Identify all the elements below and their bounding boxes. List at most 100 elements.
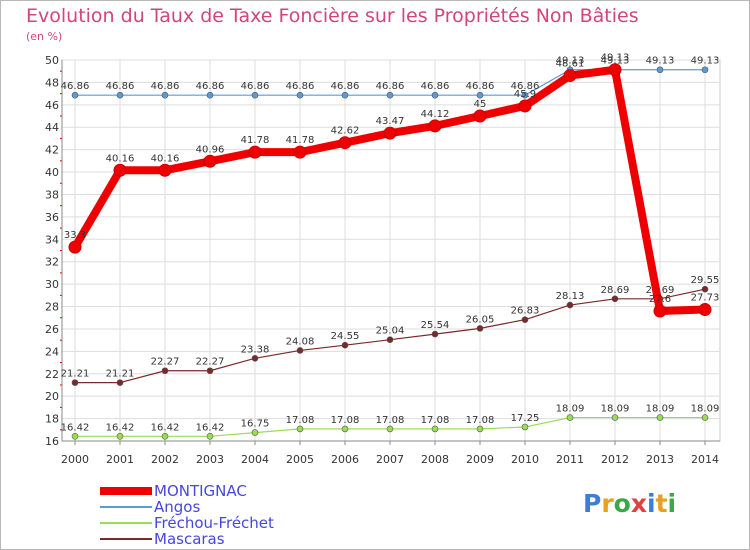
data-label-montignac: 43.47	[376, 116, 405, 127]
y-tick-label: 24	[45, 345, 59, 358]
data-label-angos: 46.86	[241, 81, 270, 92]
x-tick-label: 2004	[241, 453, 269, 466]
data-point-frechou-frechet	[431, 425, 439, 433]
data-label-frechou-frechet: 17.08	[286, 415, 315, 426]
data-label-frechou-frechet: 16.75	[241, 419, 270, 430]
data-point-montignac	[608, 63, 622, 77]
data-label-mascaras: 22.27	[196, 357, 225, 368]
data-label-frechou-frechet: 18.09	[601, 404, 630, 415]
y-tick-label: 42	[45, 144, 59, 157]
data-point-mascaras	[701, 285, 709, 293]
data-label-angos: 46.86	[421, 81, 450, 92]
y-tick-label: 18	[45, 413, 59, 426]
data-label-mascaras: 25.04	[376, 326, 405, 337]
data-label-angos: 49.13	[556, 56, 585, 67]
data-point-frechou-frechet	[656, 414, 664, 421]
data-label-angos: 46.86	[151, 81, 180, 92]
data-label-angos: 46.86	[376, 81, 405, 92]
data-label-montignac: 49.13	[601, 53, 630, 64]
proxiti-logo: Proxiti	[583, 489, 676, 518]
data-point-angos	[116, 91, 124, 99]
plot-area	[61, 59, 721, 442]
data-label-frechou-frechet: 16.42	[151, 422, 180, 433]
data-label-montignac: 42.62	[331, 126, 360, 137]
x-tick-label: 2009	[466, 453, 494, 466]
data-label-montignac: 40.96	[196, 144, 225, 155]
data-point-mascaras	[611, 295, 619, 303]
data-label-mascaras: 21.21	[106, 369, 135, 380]
data-label-montignac: 48.61	[556, 59, 585, 70]
data-point-montignac	[383, 126, 397, 140]
data-label-angos: 46.86	[331, 81, 360, 92]
y-tick-label: 20	[45, 390, 59, 403]
logo-letter: i	[667, 489, 677, 518]
data-point-montignac	[563, 69, 577, 83]
data-label-montignac: 44.12	[421, 109, 450, 120]
data-label-angos: 46.86	[466, 81, 495, 92]
legend-swatch-montignac	[100, 487, 152, 495]
data-point-angos	[701, 66, 709, 74]
data-point-montignac	[158, 163, 172, 177]
y-tick-label: 46	[45, 99, 59, 112]
data-label-mascaras: 26.05	[466, 314, 495, 325]
y-tick-label: 26	[45, 323, 59, 336]
data-point-frechou-frechet	[296, 425, 304, 433]
data-label-montignac: 40.16	[106, 153, 135, 164]
data-point-angos	[656, 66, 664, 74]
data-label-montignac: 41.78	[286, 135, 315, 146]
legend-swatch-frechou-frechet	[100, 522, 152, 524]
data-label-mascaras: 21.21	[61, 369, 90, 380]
data-point-montignac	[518, 99, 532, 113]
data-label-mascaras: 22.27	[151, 357, 180, 368]
data-point-frechou-frechet	[251, 429, 259, 436]
logo-letter: o	[613, 489, 631, 518]
data-label-frechou-frechet: 18.09	[691, 404, 720, 415]
data-point-mascaras	[521, 316, 529, 323]
data-label-frechou-frechet: 17.08	[421, 415, 450, 426]
data-label-frechou-frechet: 18.09	[646, 404, 675, 415]
y-tick-label: 34	[45, 233, 59, 246]
data-label-mascaras: 28.13	[556, 291, 585, 302]
data-label-angos: 49.13	[646, 56, 675, 67]
data-label-montignac: 40.16	[151, 153, 180, 164]
data-label-montignac: 41.78	[241, 135, 270, 146]
data-point-montignac	[428, 119, 442, 133]
y-tick-label: 50	[45, 54, 59, 67]
data-label-frechou-frechet: 17.25	[511, 413, 540, 424]
data-point-angos	[431, 91, 439, 99]
y-tick-label: 40	[45, 166, 59, 179]
x-tick-label: 2008	[421, 453, 449, 466]
data-label-mascaras: 23.38	[241, 344, 270, 355]
data-label-angos: 46.86	[196, 81, 225, 92]
data-point-frechou-frechet	[116, 432, 124, 440]
data-point-montignac	[203, 154, 217, 168]
data-label-angos: 46.86	[61, 81, 90, 92]
data-label-frechou-frechet: 16.42	[106, 422, 135, 433]
data-point-mascaras	[116, 379, 124, 386]
data-label-angos: 49.13	[691, 56, 720, 67]
y-tick-label: 36	[45, 211, 59, 224]
data-point-mascaras	[476, 325, 484, 332]
y-tick-label: 44	[45, 121, 59, 134]
data-point-montignac	[293, 145, 307, 159]
data-point-mascaras	[431, 330, 439, 338]
y-tick-label: 30	[45, 278, 59, 291]
data-label-frechou-frechet: 16.42	[196, 422, 225, 433]
data-label-montignac: 33.3	[64, 230, 86, 241]
y-tick-label: 28	[45, 301, 59, 314]
data-point-montignac	[338, 136, 352, 150]
data-point-mascaras	[296, 347, 304, 354]
data-point-mascaras	[71, 379, 79, 386]
data-label-mascaras: 25.54	[421, 320, 450, 331]
y-tick-label: 22	[45, 368, 59, 381]
data-label-montignac: 45	[474, 99, 487, 110]
y-tick-label: 38	[45, 188, 59, 201]
data-point-frechou-frechet	[701, 414, 709, 421]
legend-label-angos: Angos	[154, 498, 201, 516]
legend-label-montignac: MONTIGNAC	[154, 482, 247, 500]
data-label-frechou-frechet: 17.08	[466, 415, 495, 426]
data-label-montignac: 45.9	[514, 89, 536, 100]
data-point-frechou-frechet	[341, 425, 349, 433]
data-point-frechou-frechet	[71, 432, 79, 440]
x-tick-label: 2007	[376, 453, 404, 466]
